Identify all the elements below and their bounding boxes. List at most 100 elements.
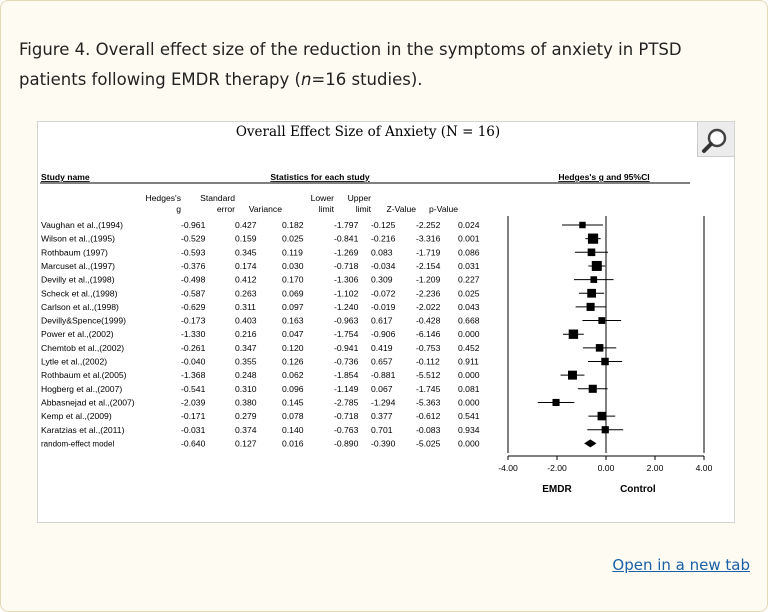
x-tick-label: 0.00 xyxy=(598,463,615,473)
stat-value: -0.963 xyxy=(334,316,359,326)
stat-value: -2.039 xyxy=(181,397,206,407)
stat-value: 0.025 xyxy=(458,288,480,298)
effect-square xyxy=(591,260,602,271)
stat-value: -2.236 xyxy=(416,288,441,298)
stat-value: -0.498 xyxy=(181,275,206,285)
stat-value: -1.797 xyxy=(334,220,359,230)
stat-value: 0.310 xyxy=(235,384,257,394)
stat-value: 0.000 xyxy=(458,370,480,380)
stat-value: -1.294 xyxy=(371,397,396,407)
column-header-line2: Z-Value xyxy=(387,204,417,214)
x-tick-label: 4.00 xyxy=(696,463,713,473)
study-name: Karatzias et al.,(2011) xyxy=(41,425,125,435)
stat-value: -0.171 xyxy=(181,411,206,421)
stat-value: -0.718 xyxy=(334,411,359,421)
effect-square xyxy=(587,248,596,257)
forest-plot: Study name Statistics for each study Hedge… xyxy=(40,172,713,495)
stat-value: -0.587 xyxy=(181,288,206,298)
stat-value: -0.881 xyxy=(371,370,396,380)
effect-square xyxy=(587,233,599,244)
stat-value: -1.209 xyxy=(416,275,441,285)
stat-value: -1.330 xyxy=(181,329,206,339)
stat-value: 0.000 xyxy=(458,329,480,339)
effect-square xyxy=(595,344,604,352)
effect-square xyxy=(586,302,595,311)
stat-value: 0.263 xyxy=(235,288,257,298)
effect-square xyxy=(597,411,607,421)
stat-value: 0.701 xyxy=(371,425,393,435)
stat-value: -0.612 xyxy=(416,411,441,421)
left-direction-label: EMDR xyxy=(542,484,572,495)
stat-value: 0.000 xyxy=(458,397,480,407)
stat-value: -0.428 xyxy=(416,316,441,326)
effect-square xyxy=(601,357,609,366)
stat-value: 0.016 xyxy=(282,438,304,448)
stat-value: 0.657 xyxy=(371,357,393,367)
stat-value: -0.961 xyxy=(181,220,206,230)
stat-value: -0.529 xyxy=(181,234,206,244)
stat-value: 0.419 xyxy=(371,343,393,353)
study-name: Abbasnejad et al.,(2007) xyxy=(41,397,135,407)
figure-title: Overall Effect Size of Anxiety (N = 16) xyxy=(235,124,501,140)
study-name: Lytle et al.,(2002) xyxy=(41,357,107,367)
open-in-new-tab-link[interactable]: Open in a new tab xyxy=(612,556,750,574)
stat-value: 0.911 xyxy=(458,357,479,367)
figure-image[interactable]: Overall Effect Size of Anxiety (N = 16) … xyxy=(37,121,735,523)
stat-value: -0.753 xyxy=(416,343,441,353)
stat-value: -6.146 xyxy=(416,329,441,339)
stat-value: -1.306 xyxy=(334,275,359,285)
summary-diamond xyxy=(584,439,597,448)
stat-value: -0.593 xyxy=(181,247,206,257)
stat-value: -0.019 xyxy=(371,302,396,312)
stat-value: 0.024 xyxy=(458,220,480,230)
stat-value: 0.119 xyxy=(282,247,303,257)
caption-n-symbol: n xyxy=(300,70,312,89)
study-name: Rothbaum et al.(2005) xyxy=(41,370,127,380)
study-name: Chemtob et al.,(2002) xyxy=(41,343,124,353)
effect-square xyxy=(598,317,606,324)
stat-value: -0.640 xyxy=(181,438,206,448)
stat-value: 0.668 xyxy=(458,316,480,326)
study-name: Devilly&Spence(1999) xyxy=(41,316,126,326)
effect-square xyxy=(588,384,597,393)
stat-value: 0.617 xyxy=(371,316,393,326)
stat-value: 0.097 xyxy=(282,302,304,312)
effect-square xyxy=(552,398,560,406)
stat-value: -0.718 xyxy=(334,261,359,271)
stat-value: 0.067 xyxy=(371,384,393,394)
stat-value: -0.841 xyxy=(334,234,359,244)
stat-value: -0.083 xyxy=(416,425,441,435)
stat-value: 0.248 xyxy=(235,370,257,380)
stat-value: -0.112 xyxy=(416,357,440,367)
magnifier-button[interactable] xyxy=(697,122,734,157)
stat-value: -1.269 xyxy=(334,247,359,257)
stat-value: 0.083 xyxy=(371,247,393,257)
stat-value: 0.001 xyxy=(458,234,480,244)
stat-value: 0.347 xyxy=(235,343,257,353)
stat-value: 0.174 xyxy=(235,261,257,271)
stat-value: 0.412 xyxy=(235,275,257,285)
stat-value: -0.040 xyxy=(181,357,206,367)
stat-value: 0.025 xyxy=(282,234,304,244)
stat-value: -0.216 xyxy=(371,234,396,244)
stat-value: 0.427 xyxy=(235,220,257,230)
stat-value: -1.368 xyxy=(181,370,206,380)
stat-value: 0.096 xyxy=(282,384,304,394)
stat-value: -2.785 xyxy=(334,397,359,407)
study-name: Power et al.,(2002) xyxy=(41,329,114,339)
summary-study-name: random-effect model xyxy=(41,439,114,448)
stat-value: 0.227 xyxy=(458,275,480,285)
stat-value: -0.890 xyxy=(334,438,359,448)
study-name: Marcuset al.,(1997) xyxy=(41,261,115,271)
column-header-line1: Upper xyxy=(348,193,372,203)
stat-value: 0.374 xyxy=(235,425,257,435)
column-header-line1: Hedges's xyxy=(145,193,181,203)
stat-value: -2.252 xyxy=(416,220,441,230)
stat-value: -1.102 xyxy=(334,288,359,298)
stat-value: -0.390 xyxy=(371,438,396,448)
stat-value: 0.145 xyxy=(282,397,304,407)
study-name: Rothbaum (1997) xyxy=(41,247,108,257)
stat-value: -0.034 xyxy=(371,261,396,271)
stat-value: 0.043 xyxy=(458,302,480,312)
stat-value: -0.763 xyxy=(334,425,359,435)
